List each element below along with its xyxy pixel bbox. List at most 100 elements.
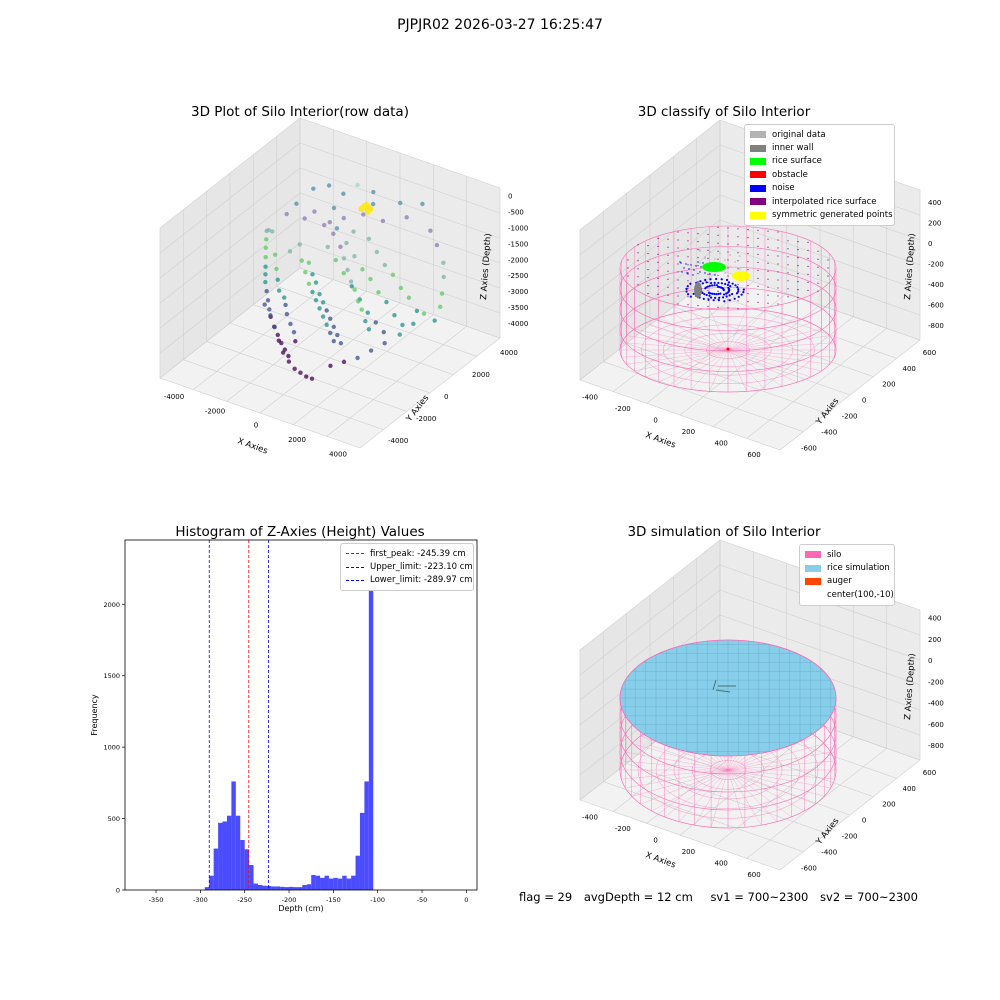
z-tick-label: 200 — [928, 220, 941, 228]
data-point — [292, 366, 297, 372]
legend-entry: Upper_limit: -223.10 cm — [346, 560, 473, 573]
z-tick-label: -4000 — [508, 320, 528, 328]
z-tick-label: -200 — [928, 678, 944, 686]
interpolated-surface-point — [627, 275, 629, 277]
noise-point — [705, 281, 708, 284]
interpolated-surface-point — [647, 293, 649, 295]
noise-point — [692, 292, 695, 296]
noise-point — [700, 266, 702, 268]
silo-floor-spoke — [709, 349, 729, 392]
panel4-title: 3D simulation of Silo Interior — [627, 524, 821, 540]
histogram-bar — [257, 885, 263, 890]
data-point — [345, 267, 350, 273]
interpolated-surface-point — [797, 241, 799, 243]
interpolated-surface-point — [717, 258, 719, 260]
histogram-bar — [333, 877, 338, 890]
histogram-bar — [342, 875, 347, 890]
interpolated-surface-point — [777, 263, 779, 265]
noise-point — [686, 293, 690, 296]
interpolated-surface-point — [637, 268, 639, 270]
silo-floor-spoke — [658, 349, 729, 383]
noise-point — [715, 284, 719, 287]
noise-point — [686, 285, 689, 288]
noise-point — [709, 282, 713, 285]
data-point — [320, 300, 326, 305]
original-point — [739, 268, 741, 270]
histogram-bar — [240, 840, 245, 890]
interpolated-surface-point — [737, 284, 739, 286]
y-tick-label: 0 — [862, 397, 866, 405]
interpolated-surface-point — [787, 296, 789, 298]
interpolated-surface-point — [747, 301, 749, 303]
original-point — [734, 261, 736, 263]
interpolated-surface-point — [717, 250, 719, 252]
interpolated-surface-point — [637, 276, 639, 278]
interpolated-surface-point — [637, 244, 639, 246]
data-point — [297, 242, 302, 247]
interpolated-surface-point — [767, 254, 769, 256]
interpolated-surface-point — [827, 259, 829, 261]
legend-entry: silo — [805, 548, 889, 561]
silo-floor-spoke — [727, 349, 811, 378]
interpolated-surface-point — [687, 256, 689, 258]
x-tick-label: 400 — [715, 440, 728, 448]
x-tick-label: 0 — [254, 422, 258, 430]
z-tick-label: -600 — [928, 721, 944, 729]
legend-swatch — [750, 157, 766, 165]
panel4-x-axis-label: X Axies — [644, 850, 677, 870]
noise-point — [723, 300, 726, 303]
interpolated-surface-point — [677, 263, 679, 265]
histogram-bar — [328, 878, 334, 890]
interpolated-surface-point — [717, 234, 719, 236]
histogram-bar — [364, 781, 369, 890]
z-tick-label: -3000 — [508, 288, 528, 296]
interpolated-surface-point — [687, 232, 689, 234]
x-tick-label: -400 — [582, 814, 598, 822]
data-point — [280, 350, 286, 355]
noise-point — [725, 278, 729, 282]
data-point — [325, 244, 330, 250]
panel1-z-axis-label: Z Axies (Depth) — [479, 233, 494, 300]
x-tick-label: -250 — [237, 896, 252, 904]
data-point — [304, 374, 309, 379]
interpolated-surface-point — [727, 227, 729, 229]
data-point — [341, 359, 347, 365]
interpolated-surface-point — [757, 293, 759, 295]
legend-label: Upper_limit: -223.10 cm — [370, 562, 473, 573]
legend-entry: original data — [750, 128, 889, 141]
data-point — [264, 289, 269, 294]
histogram-bar — [302, 885, 307, 890]
legend-label: symmetric generated points — [772, 210, 893, 221]
legend-entry: Lower_limit: -289.97 cm — [346, 574, 472, 587]
data-point — [268, 313, 273, 318]
interpolated-surface-point — [757, 301, 759, 303]
data-point — [284, 311, 290, 317]
data-point — [338, 244, 343, 249]
interpolated-surface-point — [697, 281, 699, 283]
noise-point — [709, 292, 712, 295]
x-tick-label: -150 — [326, 896, 341, 904]
data-point — [352, 254, 357, 259]
interpolated-surface-point — [727, 235, 729, 237]
interpolated-surface-point — [787, 272, 789, 274]
data-point — [359, 307, 364, 312]
histogram-bar — [235, 815, 241, 890]
grid-line — [359, 337, 501, 449]
data-point — [320, 314, 326, 319]
legend-label: center(100,-10) — [827, 589, 894, 600]
x-tick-label: 0 — [653, 837, 657, 845]
data-point — [404, 215, 409, 220]
noise-point — [714, 296, 717, 300]
z-tick-label: -400 — [928, 700, 944, 708]
noise-point — [742, 291, 745, 294]
interpolated-surface-point — [797, 249, 799, 251]
interpolated-surface-point — [627, 267, 629, 269]
data-point — [380, 218, 386, 224]
histogram-bar — [346, 878, 352, 890]
interpolated-surface-point — [657, 261, 659, 263]
interpolated-surface-point — [667, 246, 669, 248]
interpolated-surface-point — [737, 236, 739, 238]
noise-point — [731, 292, 734, 296]
silo-floor-spoke — [727, 322, 811, 351]
y-tick-label: 1000 — [103, 744, 120, 752]
